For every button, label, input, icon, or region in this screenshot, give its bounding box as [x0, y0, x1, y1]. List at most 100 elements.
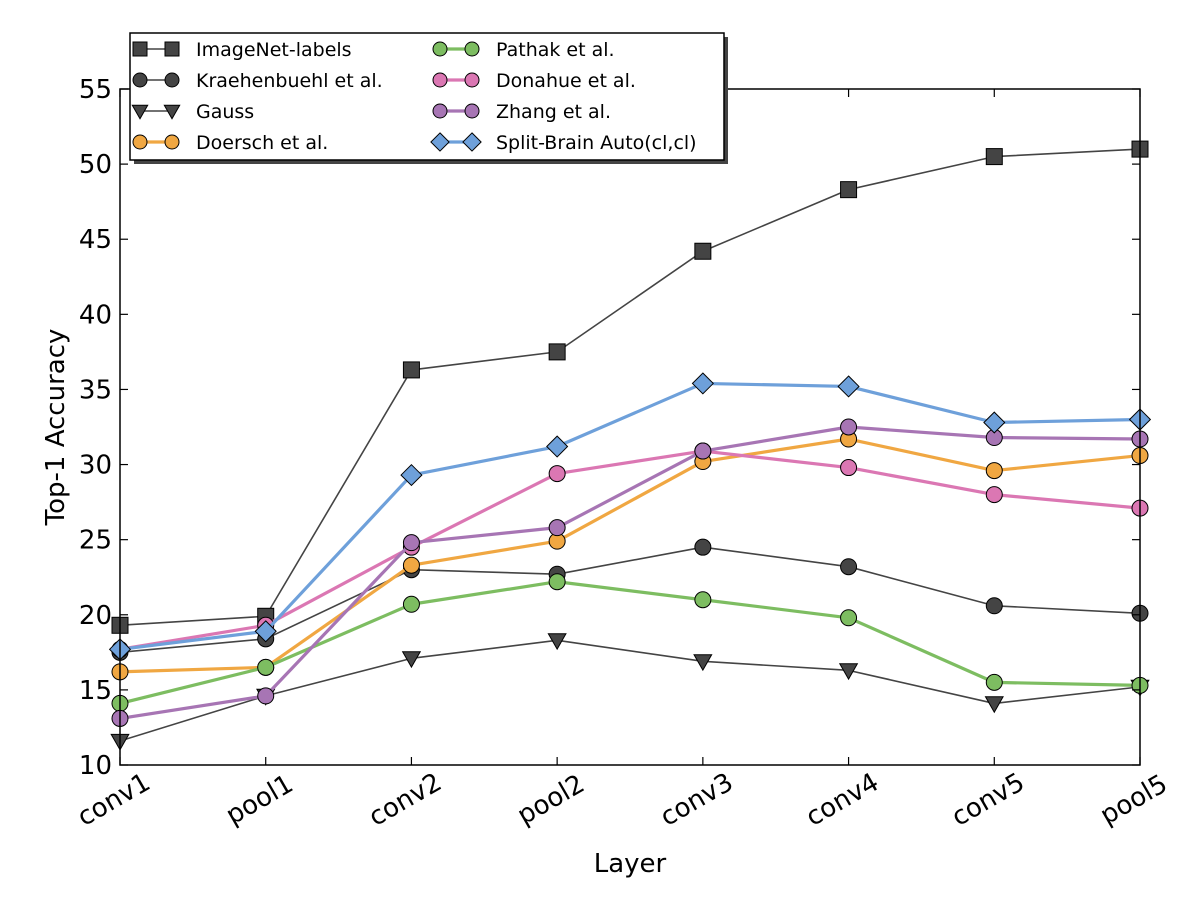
y-tick-label: 40 — [79, 300, 112, 330]
data-point — [546, 435, 569, 458]
data-point — [694, 442, 712, 460]
x-tick-label: pool2 — [512, 769, 589, 831]
legend-marker — [464, 72, 480, 88]
y-tick-label: 50 — [79, 150, 112, 180]
legend-label: Gauss — [196, 101, 254, 123]
data-point — [840, 459, 858, 477]
data-point — [985, 597, 1003, 615]
legend-marker — [430, 132, 450, 152]
series-line — [119, 425, 1141, 721]
legend-marker — [132, 72, 148, 88]
y-tick-label: 45 — [79, 225, 112, 255]
data-point — [402, 595, 420, 613]
y-tick-label: 30 — [79, 451, 112, 481]
data-point — [400, 463, 423, 487]
legend-label: Pathak et al. — [496, 39, 615, 61]
data-point — [254, 620, 277, 643]
data-point — [548, 343, 566, 361]
y-tick-label: 35 — [79, 375, 112, 405]
series-line — [119, 437, 1141, 674]
legend-item: ImageNet-labels — [132, 39, 352, 61]
legend-marker — [462, 132, 482, 152]
series-line — [119, 639, 1141, 742]
legend-item: Pathak et al. — [432, 39, 615, 61]
data-point — [694, 591, 712, 609]
y-tick-label: 25 — [79, 526, 112, 556]
data-point — [840, 181, 858, 199]
x-tick-label: pool5 — [1095, 769, 1172, 831]
legend-item: Donahue et al. — [432, 70, 636, 92]
legend-marker — [164, 134, 180, 150]
data-point — [838, 663, 859, 681]
data-point — [402, 556, 420, 574]
legend-marker — [163, 104, 181, 120]
plot-background — [120, 89, 1140, 765]
series-7 — [108, 372, 1152, 661]
legend-label: ImageNet-labels — [196, 39, 352, 61]
legend-marker — [464, 41, 480, 57]
x-tick-label: conv3 — [655, 767, 738, 832]
series-line — [119, 381, 1141, 651]
data-point — [840, 558, 858, 576]
series-layer — [108, 140, 1152, 751]
y-tick-label: 55 — [79, 75, 112, 105]
legend-marker — [164, 41, 180, 57]
series-line — [119, 148, 1141, 627]
data-point — [401, 651, 422, 669]
legend-item: Doersch et al. — [132, 132, 328, 154]
data-point — [257, 658, 275, 676]
x-tick-label: conv4 — [801, 767, 884, 832]
data-point — [694, 242, 712, 260]
y-tick-label: 10 — [79, 751, 112, 781]
series-line — [119, 449, 1141, 651]
legend-marker — [131, 104, 149, 120]
legend-label: Kraehenbuehl et al. — [196, 70, 383, 92]
x-tick-label: conv5 — [947, 767, 1030, 832]
data-point — [985, 486, 1003, 504]
data-point — [691, 372, 714, 395]
data-point — [983, 411, 1006, 434]
data-point — [840, 609, 858, 627]
data-point — [985, 148, 1003, 166]
legend-label: Donahue et al. — [496, 70, 636, 92]
legend-marker — [464, 103, 480, 119]
data-point — [257, 687, 275, 705]
data-point — [402, 361, 420, 379]
series-line — [119, 546, 1141, 654]
data-point — [548, 465, 566, 483]
data-point — [985, 673, 1003, 691]
data-point — [984, 696, 1004, 714]
data-point — [547, 633, 567, 651]
data-point — [548, 573, 566, 591]
x-axis-title: Layer — [594, 849, 667, 879]
legend-marker — [432, 103, 448, 119]
legend-item: Split-Brain Auto(cl,cl) — [430, 132, 697, 154]
legend-marker — [432, 41, 448, 57]
legend-item: Zhang et al. — [432, 101, 611, 123]
legend-item: Gauss — [131, 101, 254, 123]
data-point — [693, 654, 713, 672]
plot-area — [120, 89, 1140, 765]
legend-marker — [432, 72, 448, 88]
legend-label: Doersch et al. — [196, 132, 328, 154]
legend-label: Zhang et al. — [496, 101, 611, 123]
y-axis-title: Top-1 Accuracy — [41, 329, 71, 527]
legend-marker — [164, 72, 180, 88]
data-point — [694, 538, 712, 556]
legend: ImageNet-labels Kraehenbuehl et al. Gauss D… — [129, 32, 728, 164]
legend-marker — [132, 41, 148, 57]
data-point — [402, 534, 420, 552]
data-point — [548, 519, 566, 537]
x-tick-label: conv2 — [364, 767, 447, 832]
series-0 — [111, 140, 1149, 634]
y-tick-label: 20 — [79, 601, 112, 631]
y-tick-label: 15 — [79, 676, 112, 706]
series-line — [119, 580, 1141, 705]
legend-box — [129, 32, 725, 161]
data-point — [985, 462, 1003, 480]
x-tick-label: pool1 — [221, 769, 298, 831]
data-point — [837, 375, 860, 398]
data-point — [840, 418, 858, 436]
legend-item: Kraehenbuehl et al. — [132, 70, 383, 92]
